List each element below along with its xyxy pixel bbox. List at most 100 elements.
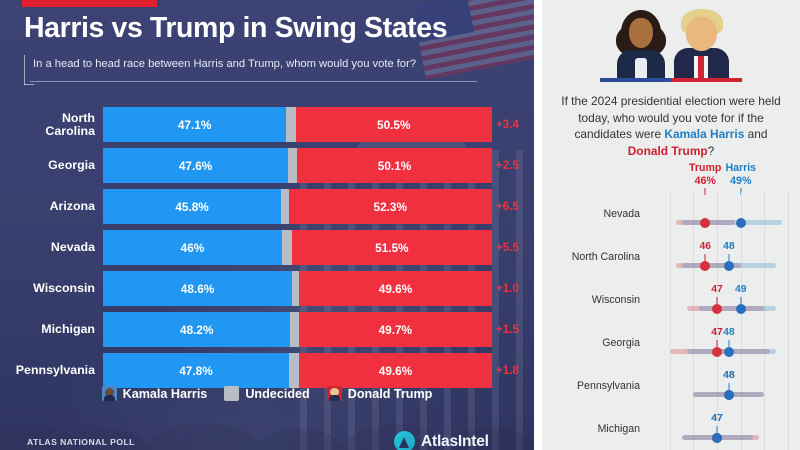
candidate-photos (542, 0, 800, 78)
dot-plot-rows: Nevada North Carolina 46 48 Wisconsin 47 49 Geo… (542, 192, 800, 450)
header-col-trump: Trump 46% (689, 162, 721, 188)
undecided-swatch-icon (224, 386, 240, 401)
dot-plot-chart: Trump 46% Harris 49% Nevada North Carolin… (542, 162, 800, 450)
dot-plot-state-label: Nevada (603, 207, 640, 220)
bar-segment-trump: 50.5% (295, 107, 492, 142)
poll-question: If the 2024 presidential election were h… (558, 93, 784, 159)
harris-face (629, 18, 653, 48)
dot-plot-state-label: Wisconsin (591, 293, 640, 306)
bar-row: Georgia 47.6% 50.1% +2.5 (0, 145, 534, 186)
header-value-trump: 46% (694, 175, 716, 187)
dot-plot-state-label: Pennsylvania (576, 379, 640, 392)
bar-row-state-label: Pennsylvania (15, 363, 95, 377)
legend-label-undecided: Undecided (245, 386, 310, 401)
bar-row: Pennsylvania 47.8% 49.6% +1.8 (0, 350, 534, 391)
confidence-interval-trump (687, 306, 765, 311)
bar-segment-harris: 47.6% (103, 148, 289, 183)
dot-harris (712, 432, 723, 443)
dot-plot-state-label: North Carolina (571, 250, 640, 263)
bar-track: 48.2% 49.7% (103, 312, 492, 347)
dot-plot-plot-area: 46 48 (646, 235, 800, 278)
legend-item-trump: Donald Trump (326, 386, 433, 401)
bar-row: Arizona 45.8% 52.3% +6.5 (0, 186, 534, 227)
bar-segment-undecided (281, 189, 289, 224)
subtitle-bracket (24, 55, 25, 85)
question-conjunction: and (744, 127, 768, 141)
dot-plot-row: Georgia 47 48 (542, 321, 800, 364)
header-name-harris: Harris (725, 162, 757, 174)
subtitle-bracket-foot (23, 84, 35, 85)
bar-row-margin: +6.5 (496, 200, 519, 213)
header-col-harris: Harris 49% (725, 162, 756, 188)
red-accent-bar (22, 0, 157, 7)
bar-row-state-label: Michigan (41, 322, 95, 336)
bar-row: Michigan 48.2% 49.7% +1.5 (0, 309, 534, 350)
bar-row-margin: +3.4 (496, 118, 519, 131)
bar-track: 48.6% 49.6% (103, 271, 492, 306)
confidence-interval-harris (681, 220, 783, 225)
dot-plot-plot-area: 48 48 (646, 364, 800, 407)
bar-row: Nevada 46% 51.5% +5.5 (0, 227, 534, 268)
dot-plot-row: Wisconsin 47 49 (542, 278, 800, 321)
dot-plot-state-label: Michigan (597, 422, 640, 435)
question-part-1: If the 2024 presidential election were h… (561, 94, 781, 141)
dot-stem-trump (704, 254, 706, 261)
dot-plot-row: Michigan 47 47 (542, 407, 800, 450)
bar-segment-undecided (286, 107, 296, 142)
page-title: Harris vs Trump in Swing States (24, 12, 448, 44)
dot-plot-header: Trump 46% Harris 49% (542, 162, 800, 195)
panel-divider (534, 0, 542, 450)
dot-value-trump: 47 (711, 327, 723, 338)
dot-harris (735, 217, 746, 228)
photo-underline-bar (600, 78, 742, 82)
dot-value-harris: 48 (723, 327, 735, 338)
dot-stem-harris (740, 297, 742, 304)
bar-segment-undecided (281, 230, 292, 265)
question-candidate-harris: Kamala Harris (664, 127, 745, 141)
harris-photo (611, 6, 671, 78)
bar-row: North Carolina 47.1% 50.5% +3.4 (0, 104, 534, 145)
dot-value-harris: 48 (723, 241, 735, 252)
dot-stem-harris (728, 383, 730, 390)
dot-value-trump: 48 (723, 370, 735, 381)
legend-item-harris: Kamala Harris (101, 386, 207, 401)
dot-stem-harris (728, 254, 730, 261)
bar-segment-trump: 49.6% (299, 353, 492, 388)
bar-row-margin: +1.5 (496, 323, 519, 336)
trump-tie (698, 56, 704, 78)
trump-face (686, 17, 717, 51)
harris-avatar-icon (101, 386, 117, 401)
bar-row-margin: +1.0 (496, 282, 519, 295)
bar-segment-undecided (288, 353, 300, 388)
bar-segment-trump: 49.7% (298, 312, 492, 347)
dot-harris (735, 303, 746, 314)
bar-segment-harris: 47.1% (103, 107, 287, 142)
bar-row-margin: +1.8 (496, 364, 519, 377)
question-end: ? (707, 143, 715, 158)
bar-row-state-label: Georgia (48, 158, 95, 172)
question-candidate-trump: Donald Trump (627, 143, 708, 158)
bar-segment-trump: 49.6% (299, 271, 492, 306)
bar-row-state-label: Wisconsin (33, 281, 95, 295)
dot-trump (712, 346, 723, 357)
bar-row-state-label: North Carolina (45, 110, 95, 138)
bar-row-state-label: Arizona (49, 199, 95, 213)
header-value-harris: 49% (730, 175, 752, 187)
dot-trump (700, 260, 711, 271)
footer-poll-source: ATLAS NATIONAL POLL (27, 437, 135, 447)
brand-logo: AtlasIntel (394, 431, 489, 450)
dot-plot-row: Nevada (542, 192, 800, 235)
header-stem-harris (740, 188, 742, 195)
bar-segment-trump: 51.5% (291, 230, 492, 265)
dot-stem-trump (716, 297, 718, 304)
header-name-trump: Trump (689, 162, 722, 174)
header-stem-trump (704, 188, 706, 195)
right-panel-dot-plot: If the 2024 presidential election were h… (542, 0, 800, 450)
bar-row: Wisconsin 48.6% 49.6% +1.0 (0, 268, 534, 309)
legend-label-trump: Donald Trump (347, 386, 433, 401)
dot-value-trump: 46 (699, 241, 711, 252)
harris-shirt (635, 58, 647, 78)
dot-plot-state-label: Georgia (602, 336, 640, 349)
bar-track: 47.6% 50.1% (103, 148, 492, 183)
